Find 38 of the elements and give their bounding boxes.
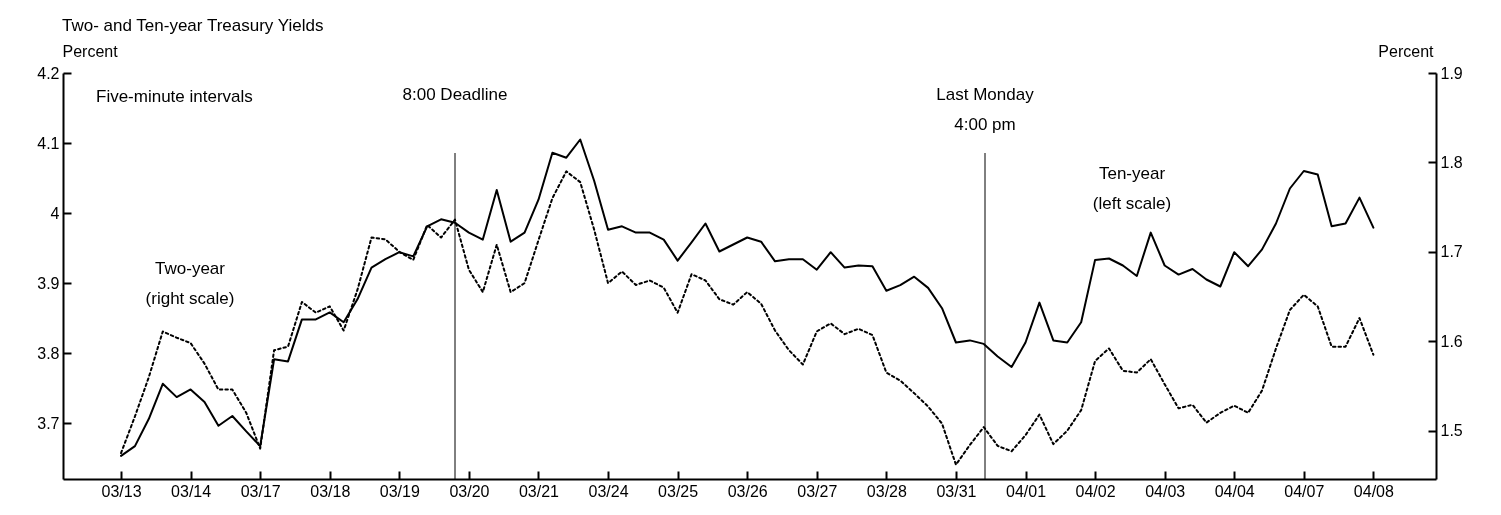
x-tick-label: 04/07 [1284, 482, 1325, 500]
x-tick-label: 04/04 [1214, 482, 1255, 500]
annotation: Last Monday 4:00 pm [936, 85, 1035, 134]
y2-tick-label: 1.6 [1440, 332, 1463, 350]
x-tick-label: 03/18 [310, 482, 351, 500]
x-tick-label: 03/27 [797, 482, 838, 500]
y-tick-label: 3.8 [37, 344, 60, 362]
y-tick-label: 4.1 [37, 134, 60, 152]
x-tick-label: 03/14 [171, 482, 212, 500]
y2-tick-label: 1.9 [1440, 64, 1463, 82]
y-tick-label: 3.7 [37, 414, 60, 432]
x-tick-label: 03/25 [658, 482, 699, 500]
y2-tick-label: 1.5 [1440, 422, 1463, 440]
y2-axis-title: Percent [1378, 42, 1435, 60]
x-tick-label: 03/20 [449, 482, 490, 500]
y-tick-label: 4.2 [37, 64, 60, 82]
annotation: Ten-year (left scale) [1092, 164, 1172, 213]
x-tick-label: 03/21 [518, 482, 560, 500]
x-tick-label: 04/08 [1353, 482, 1394, 500]
x-tick-label: 04/01 [1005, 482, 1047, 500]
x-tick-label: 03/31 [936, 482, 977, 500]
y2-tick-label: 1.7 [1440, 243, 1463, 261]
y-tick-label: 3.9 [37, 274, 60, 292]
annotation: Two-year (right scale) [145, 259, 235, 308]
x-tick-label: 04/02 [1075, 482, 1116, 500]
x-tick-label: 03/19 [379, 482, 420, 500]
x-tick-label: 03/28 [866, 482, 907, 500]
x-tick-label: 03/26 [727, 482, 768, 500]
x-tick-label: 03/24 [588, 482, 629, 500]
x-tick-label: 03/17 [240, 482, 281, 500]
annotation: 8:00 Deadline [402, 85, 508, 104]
y-axis-title: Percent [62, 42, 119, 60]
x-tick-label: 04/03 [1145, 482, 1186, 500]
chart-title: Two- and Ten-year Treasury Yields [62, 16, 324, 35]
annotation: Five-minute intervals [96, 87, 253, 106]
x-tick-label: 03/13 [101, 482, 142, 500]
y2-tick-label: 1.8 [1440, 153, 1463, 171]
y-tick-label: 4 [50, 204, 60, 222]
